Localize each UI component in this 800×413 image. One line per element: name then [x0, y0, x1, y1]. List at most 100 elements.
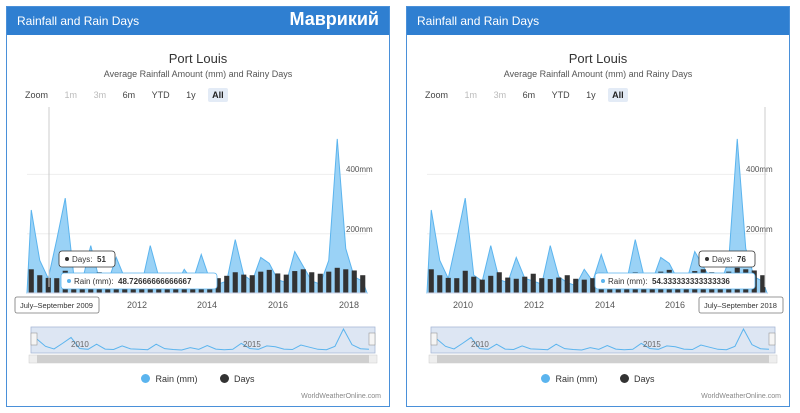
days-bar: [258, 271, 264, 293]
panel-header: Rainfall and Rain Days: [407, 7, 789, 35]
y-tick-label: 400mm: [346, 165, 373, 174]
days-bar: [309, 272, 315, 293]
zoom-ytd-button[interactable]: YTD: [551, 90, 570, 100]
navigator-tick-label: 2010: [471, 340, 489, 349]
legend-days-label: Days: [634, 374, 655, 384]
legend: Rain (mm) Days: [407, 374, 789, 384]
days-bar: [471, 276, 477, 293]
days-bar: [488, 275, 494, 293]
zoom-3m-button[interactable]: 3m: [93, 90, 107, 100]
zoom-1y-button[interactable]: 1y: [586, 90, 596, 100]
plot-area: [26, 138, 368, 294]
legend-rain[interactable]: Rain (mm): [541, 374, 597, 384]
days-bar: [317, 273, 323, 293]
days-bar: [292, 271, 298, 293]
x-tick-label: 2018: [339, 300, 359, 310]
navigator[interactable]: 2010 2015: [28, 326, 378, 364]
attribution[interactable]: WorldWeatherOnline.com: [701, 393, 781, 400]
tooltip-date: July–September 2009: [14, 296, 100, 314]
days-bar: [351, 270, 357, 293]
navigator-rain-line: [36, 327, 370, 351]
zoom-1m-button[interactable]: 1m: [464, 90, 478, 100]
x-tick-label: 2010: [453, 300, 473, 310]
panel-header: Rainfall and Rain Days Маврикий: [7, 7, 389, 35]
days-bar: [530, 273, 536, 293]
days-bar: [334, 267, 340, 293]
navigator-left-handle[interactable]: [430, 332, 438, 346]
zoom-3m-button[interactable]: 3m: [493, 90, 507, 100]
legend-days[interactable]: Days: [220, 374, 255, 384]
days-bar: [428, 269, 434, 293]
days-bar: [326, 271, 332, 293]
zoom-label: Zoom: [425, 90, 449, 100]
navigator-rain-line: [436, 327, 770, 351]
days-bar: [215, 278, 221, 293]
days-bar: [28, 269, 34, 293]
chart-panel-left: Rainfall and Rain Days Маврикий Port Lou…: [6, 6, 390, 407]
legend-rain-swatch: [541, 374, 551, 383]
y-tick-label: 400mm: [746, 165, 773, 174]
tooltip-date-text: July–September 2009: [20, 301, 93, 310]
days-bar: [232, 272, 238, 293]
zoom-6m-button[interactable]: 6m: [522, 90, 536, 100]
tooltip-days-label: Days:: [712, 255, 732, 264]
days-bar: [513, 278, 519, 293]
days-bar: [522, 276, 528, 293]
scrollbar-thumb[interactable]: [437, 355, 769, 363]
scrollbar-thumb[interactable]: [37, 355, 369, 363]
navigator[interactable]: 2010 2015: [428, 326, 778, 364]
navigator-tick-label: 2015: [643, 340, 661, 349]
days-bar: [479, 279, 485, 293]
y-tick-label: 200mm: [346, 225, 373, 234]
navigator-series: [36, 327, 370, 351]
chart-title: Port Louis: [168, 51, 228, 66]
legend-rain[interactable]: Rain (mm): [141, 374, 197, 384]
days-bar: [454, 278, 460, 293]
days-bar: [300, 269, 306, 293]
tooltip-rain-label: Rain (mm):: [74, 277, 114, 286]
legend: Rain (mm) Days: [7, 374, 389, 384]
attribution[interactable]: WorldWeatherOnline.com: [301, 393, 381, 400]
days-bar: [573, 278, 579, 293]
navigator-right-handle[interactable]: [368, 332, 376, 346]
legend-days-label: Days: [234, 374, 255, 384]
navigator-series: [436, 327, 770, 351]
zoom-1y-button[interactable]: 1y: [186, 90, 196, 100]
zoom-1m-button[interactable]: 1m: [64, 90, 78, 100]
days-bar: [547, 279, 553, 293]
legend-days-swatch: [620, 374, 629, 383]
legend-rain-swatch: [141, 374, 151, 383]
legend-rain-label: Rain (mm): [155, 374, 198, 384]
days-bar: [760, 275, 766, 293]
days-bar: [224, 275, 230, 293]
zoom-ytd-button[interactable]: YTD: [151, 90, 170, 100]
days-bar: [249, 275, 255, 293]
zoom-all-button[interactable]: All: [608, 88, 628, 102]
tooltip-date: July–September 2018: [698, 296, 784, 314]
tooltip-days: Days: 51: [58, 250, 116, 268]
days-bar: [539, 278, 545, 293]
chart-title: Port Louis: [568, 51, 628, 66]
zoom-controls: Zoom 1m 3m 6m YTD 1y All: [21, 88, 234, 104]
zoom-6m-button[interactable]: 6m: [122, 90, 136, 100]
x-tick-label: 2012: [127, 300, 147, 310]
days-bar: [275, 273, 281, 293]
tooltip-days: Days: 76: [698, 250, 756, 268]
rain-area-series: [426, 138, 768, 294]
legend-days[interactable]: Days: [620, 374, 655, 384]
zoom-all-button[interactable]: All: [208, 88, 228, 102]
days-bar: [360, 275, 366, 293]
country-overlay-label: Маврикий: [289, 9, 380, 29]
days-bar: [590, 278, 596, 293]
x-tick-label: 2016: [268, 300, 288, 310]
panel-header-title: Rainfall and Rain Days: [17, 14, 140, 28]
x-tick-label: 2014: [197, 300, 217, 310]
navigator-left-handle[interactable]: [30, 332, 38, 346]
tooltip-days-value: 76: [737, 255, 746, 264]
navigator-right-handle[interactable]: [768, 332, 776, 346]
chart-svg: 400mm 200mm 2010 2012 2014 2016 2018 Day…: [426, 107, 784, 364]
days-bar: [266, 269, 272, 293]
zoom-controls: Zoom 1m 3m 6m YTD 1y All: [421, 88, 634, 104]
days-bar: [445, 277, 451, 293]
days-bar: [564, 275, 570, 293]
